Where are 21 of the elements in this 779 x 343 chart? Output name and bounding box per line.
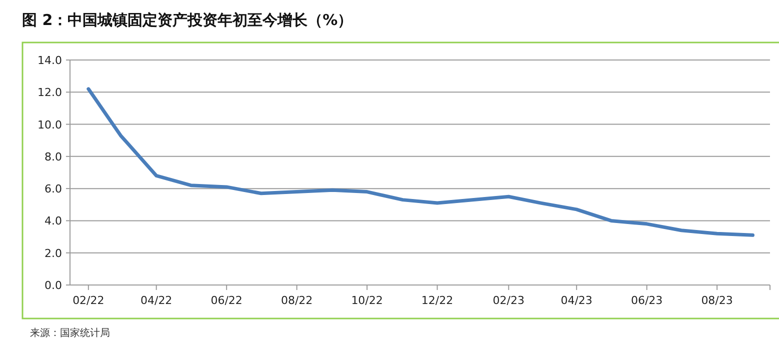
x-tick-label: 12/22: [421, 294, 454, 307]
y-tick-label: 0.0: [44, 279, 62, 292]
y-tick-label: 8.0: [44, 150, 62, 164]
source-note: 来源：国家统计局: [30, 327, 110, 339]
y-tick-label: 10.0: [38, 118, 62, 132]
y-tick-label: 2.0: [44, 246, 62, 260]
y-tick-label: 12.0: [38, 86, 62, 100]
y-tick-label: 14.0: [38, 54, 62, 67]
x-tick-label: 06/22: [210, 294, 242, 307]
line-series: [86, 87, 754, 237]
x-tick-label: 04/23: [560, 294, 592, 307]
y-tick-label: 4.0: [44, 214, 62, 228]
x-tick-label: 02/23: [492, 294, 525, 307]
x-tick-label: 06/23: [630, 294, 663, 307]
chart-title: 图 2：中国城镇固定资产投资年初至今增长（%）: [22, 11, 353, 29]
x-tick-label: 10/22: [351, 294, 383, 307]
x-tick-label: 08/22: [280, 294, 313, 307]
x-tick-label: 04/22: [140, 294, 172, 307]
x-tick-label: 08/23: [701, 294, 733, 307]
x-tick-label: 02/22: [72, 294, 104, 307]
y-tick-label: 6.0: [44, 182, 62, 196]
